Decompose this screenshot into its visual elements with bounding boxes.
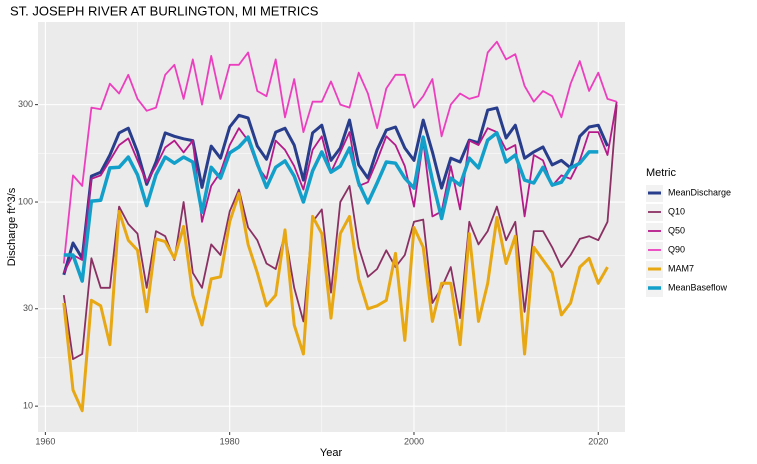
legend-title: Metric — [646, 167, 676, 179]
x-tick-label: 1980 — [220, 436, 240, 446]
y-tick-label: 10 — [23, 401, 33, 411]
x-tick-label: 2020 — [588, 436, 608, 446]
legend-label: MeanBaseflow — [668, 282, 728, 292]
legend-label: Q50 — [668, 225, 685, 235]
y-tick-label: 30 — [23, 303, 33, 313]
y-tick-label: 100 — [18, 196, 33, 206]
legend-label: Q10 — [668, 206, 685, 216]
legend-label: MAM7 — [668, 263, 694, 273]
series-line — [62, 104, 618, 360]
x-tick-label: 2000 — [404, 436, 424, 446]
series-line — [62, 106, 609, 276]
legend-label: Q90 — [668, 244, 685, 254]
series-line — [62, 40, 617, 264]
chart-title: ST. JOSEPH RIVER AT BURLINGTON, MI METRI… — [10, 3, 319, 18]
series-line — [63, 101, 618, 274]
y-tick-label: 300 — [18, 99, 33, 109]
series-line — [63, 131, 599, 283]
x-axis-label: Year — [320, 447, 343, 459]
series-line — [62, 192, 609, 413]
y-axis-label: Discharge ft^3/s — [6, 187, 18, 266]
x-tick-label: 1960 — [35, 436, 55, 446]
legend-label: MeanDischarge — [668, 187, 731, 197]
